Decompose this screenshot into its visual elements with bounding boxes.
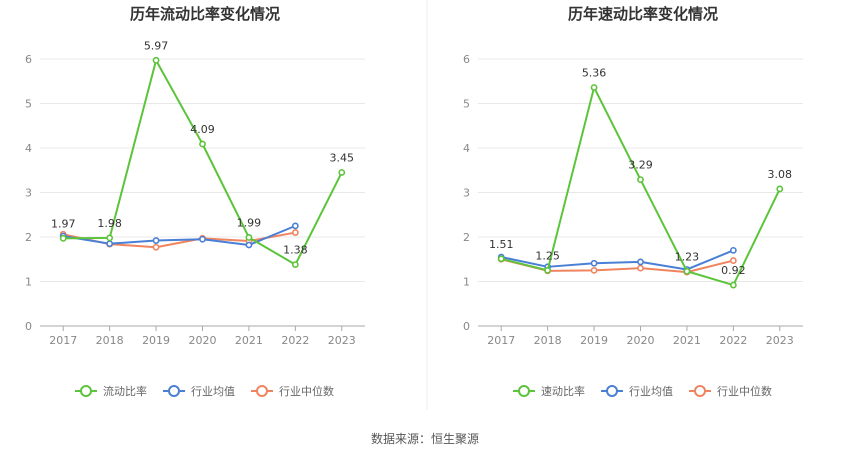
x-tick-label: 2018	[96, 334, 124, 347]
x-tick-label: 2020	[189, 334, 217, 347]
data-point	[245, 234, 253, 241]
y-tick-label: 6	[25, 53, 32, 66]
x-tick-label: 2022	[281, 334, 309, 347]
data-point	[544, 266, 552, 274]
y-tick-label: 2	[463, 231, 470, 244]
data-label: 4.09	[190, 123, 215, 136]
data-label: 3.29	[628, 159, 653, 172]
x-tick-label: 2023	[766, 334, 794, 347]
legend-swatch-marker	[256, 385, 268, 397]
legend-swatch-marker	[694, 385, 706, 397]
x-tick-label: 2019	[580, 334, 608, 347]
data-point	[590, 266, 598, 274]
x-tick-label: 2021	[235, 334, 263, 347]
data-point	[152, 243, 160, 251]
legend-label: 行业均值	[629, 385, 673, 398]
chart-title: 历年流动比率变化情况	[130, 5, 280, 23]
data-point	[637, 258, 644, 266]
series-line	[501, 249, 734, 271]
y-tick-label: 0	[25, 320, 32, 333]
legend-label: 速动比率	[541, 384, 585, 398]
data-source-footer: 数据来源：恒生聚源	[370, 432, 479, 446]
legend-swatch-marker	[168, 385, 180, 397]
y-tick-label: 5	[463, 98, 470, 111]
y-tick-label: 4	[25, 142, 32, 155]
data-label: 1.23	[675, 250, 700, 263]
legend-swatch-marker	[518, 385, 530, 397]
x-tick-label: 2017	[49, 334, 77, 347]
data-point	[199, 235, 206, 243]
data-label: 1.25	[535, 249, 560, 262]
data-label: 5.36	[582, 66, 607, 79]
data-point	[590, 84, 598, 91]
data-point	[152, 56, 160, 64]
data-label: 1.38	[283, 244, 308, 257]
y-tick-label: 5	[25, 98, 32, 111]
data-label: 1.99	[237, 216, 262, 229]
data-label: 1.51	[489, 238, 514, 251]
chart-title: 历年速动比率变化情况	[568, 5, 718, 23]
y-tick-label: 0	[463, 320, 470, 333]
y-tick-label: 1	[463, 276, 470, 289]
data-point	[245, 241, 253, 249]
data-label: 5.97	[144, 39, 169, 52]
data-point	[683, 267, 691, 275]
data-point	[291, 222, 299, 230]
y-tick-label: 2	[25, 231, 32, 244]
data-point	[106, 234, 114, 242]
legend-label: 行业中位数	[717, 384, 772, 398]
data-point	[152, 237, 160, 244]
x-tick-label: 2021	[673, 334, 701, 347]
data-point	[776, 185, 784, 193]
data-point	[590, 259, 598, 267]
x-tick-label: 2023	[328, 334, 356, 347]
x-tick-label: 2022	[719, 334, 747, 347]
y-tick-label: 4	[463, 142, 470, 155]
y-tick-label: 3	[25, 187, 32, 200]
data-point	[729, 281, 737, 289]
data-label: 3.45	[330, 151, 355, 164]
x-tick-label: 2018	[534, 334, 562, 347]
data-label: 1.98	[97, 217, 122, 230]
x-tick-label: 2019	[142, 334, 170, 347]
data-point	[729, 246, 737, 254]
y-tick-label: 6	[463, 53, 470, 66]
legend-label: 行业中位数	[279, 384, 334, 398]
data-label: 1.97	[51, 217, 76, 230]
legend-swatch-marker	[606, 385, 618, 397]
data-label: 0.92	[721, 264, 746, 277]
data-point	[59, 234, 67, 242]
data-point	[106, 240, 114, 248]
data-point	[637, 264, 644, 272]
series-line	[63, 59, 343, 266]
data-point	[637, 176, 644, 183]
data-point	[291, 261, 299, 268]
data-point	[291, 229, 299, 236]
y-tick-label: 3	[463, 187, 470, 200]
legend-swatch-marker	[80, 385, 92, 397]
legend-label: 流动比率	[103, 384, 147, 398]
x-tick-label: 2017	[487, 334, 515, 347]
x-tick-label: 2020	[627, 334, 655, 347]
legend-label: 行业均值	[191, 385, 235, 398]
data-label: 3.08	[768, 168, 793, 181]
data-point	[199, 140, 206, 148]
data-point	[338, 169, 346, 176]
data-point	[729, 257, 737, 264]
data-point	[497, 255, 505, 263]
y-tick-label: 1	[25, 276, 32, 289]
